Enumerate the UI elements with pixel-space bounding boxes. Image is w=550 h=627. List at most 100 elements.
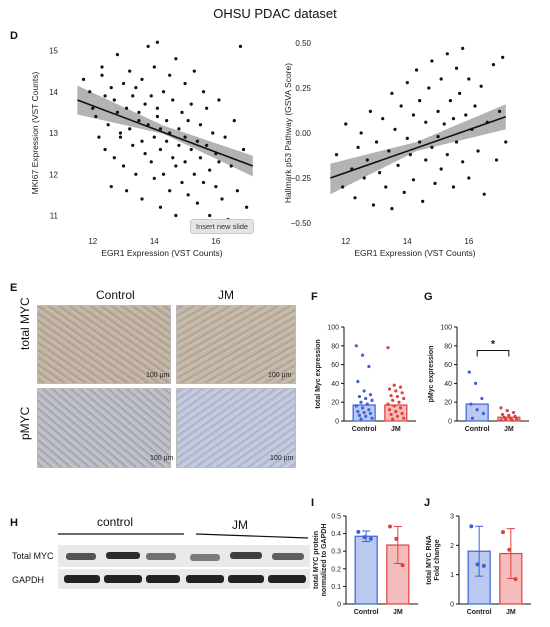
y-tick-label: 13	[49, 129, 58, 138]
scatter-point	[186, 193, 190, 197]
y-tick-label: 0.5	[331, 514, 341, 521]
blot-group-control: control	[97, 515, 134, 529]
y-tick-label: 14	[49, 88, 58, 97]
category-label: JM	[506, 609, 516, 616]
insert-slide-tooltip[interactable]: Insert new slide	[190, 219, 255, 234]
data-point	[357, 413, 362, 417]
data-point	[397, 400, 401, 404]
scatter-point	[436, 109, 440, 113]
scatter-point	[168, 189, 172, 193]
x-tick-label: 12	[341, 237, 350, 246]
scatter-point	[180, 180, 184, 185]
confidence-band	[77, 85, 253, 177]
y-tick-label: 0	[337, 602, 341, 609]
scatter-point	[195, 201, 199, 205]
scatter-point	[155, 40, 159, 44]
y-tick-label: 12	[49, 170, 58, 179]
data-point	[387, 408, 392, 412]
category-label: Control	[354, 609, 379, 616]
scatter-point	[180, 110, 184, 114]
blot-group-underline	[58, 533, 309, 539]
scatter-point	[241, 147, 246, 152]
data-point	[394, 389, 398, 393]
scatter-point	[405, 81, 409, 85]
scatter-point	[359, 131, 363, 135]
data-point	[389, 394, 393, 398]
scatter-point	[192, 69, 196, 73]
y-tick-label: 0	[448, 419, 452, 426]
data-point	[360, 353, 365, 357]
category-label: Control	[467, 609, 492, 616]
blot-band	[146, 553, 176, 560]
scatter-point	[451, 117, 456, 121]
data-point	[368, 393, 373, 397]
data-point	[359, 400, 363, 404]
scatter-point	[436, 135, 440, 139]
data-point	[387, 524, 392, 529]
y-tick-label: 0.4	[331, 531, 341, 538]
data-point	[402, 416, 406, 420]
scatter-point	[461, 46, 465, 51]
scatter-point	[473, 104, 477, 108]
scatter-point	[158, 147, 163, 152]
panel-label-d: D	[10, 30, 18, 42]
panel-label-e: E	[10, 282, 18, 294]
y-tick-label: 0.00	[295, 129, 311, 138]
scatter-point	[491, 63, 496, 67]
scatter-point	[467, 77, 471, 81]
x-axis-label: EGR1 Expression (VST Counts)	[354, 248, 475, 258]
data-point	[469, 402, 473, 406]
data-point	[370, 416, 374, 420]
scatter-point	[109, 185, 113, 189]
scatter-point	[158, 127, 163, 131]
scatter-point	[229, 164, 233, 168]
blot-band	[104, 575, 142, 583]
scatter-point	[115, 110, 119, 114]
scatter-point	[131, 94, 135, 98]
scatter-point	[467, 176, 471, 180]
data-point	[362, 535, 367, 540]
y-tick-label: 100	[440, 325, 452, 332]
blot-band	[228, 575, 264, 583]
data-point	[500, 530, 505, 535]
myc-rna-bar-chart: 0 1 2 3 Control JM total MYC RNA Fold change	[426, 514, 531, 616]
y-tick-label: 15	[49, 47, 58, 56]
scatter-point	[152, 135, 156, 139]
blot-row-gapdh: GAPDH	[12, 575, 45, 585]
ihc-image-pmyc-control	[37, 388, 171, 468]
scatter-point	[106, 123, 110, 127]
scatter-point	[208, 213, 212, 218]
data-point	[362, 410, 366, 415]
ihc-row-pmyc: pMYC	[18, 406, 32, 440]
scatter-point	[146, 44, 150, 48]
y-axis-label: Hallmark p53 Pathway (GSVA Score)	[283, 63, 293, 203]
data-point	[398, 385, 403, 389]
scatter-point	[201, 90, 206, 94]
data-point	[481, 563, 486, 568]
scatter-point	[81, 77, 86, 81]
data-point	[507, 547, 512, 552]
scalebar-label: 100 µm	[270, 455, 294, 462]
y-tick-label: 40	[444, 381, 452, 388]
scatter-point	[381, 117, 385, 121]
data-point	[507, 413, 511, 417]
scatter-point	[451, 185, 456, 189]
scatter-point	[174, 164, 178, 168]
data-point	[475, 562, 480, 567]
scatter-point	[158, 205, 163, 209]
data-point	[395, 414, 400, 418]
regression-line	[77, 99, 254, 167]
scatter-point	[118, 135, 123, 139]
data-point	[510, 418, 514, 422]
scatter-point	[461, 160, 465, 164]
ihc-image-totalmyc-jm	[176, 305, 296, 384]
y-tick-label: 0	[450, 602, 454, 609]
y-tick-label: 40	[331, 381, 339, 388]
data-point	[356, 529, 361, 534]
myc-protein-bar-chart: 0 0.1 0.2 0.3 0.4 0.5 Control JM total MYC prote…	[313, 514, 418, 616]
scatter-point	[245, 205, 249, 209]
scatter-point	[192, 172, 196, 176]
scatter-point	[134, 86, 138, 90]
scatter-point	[121, 81, 126, 86]
y-tick-label: −0.25	[291, 174, 312, 183]
